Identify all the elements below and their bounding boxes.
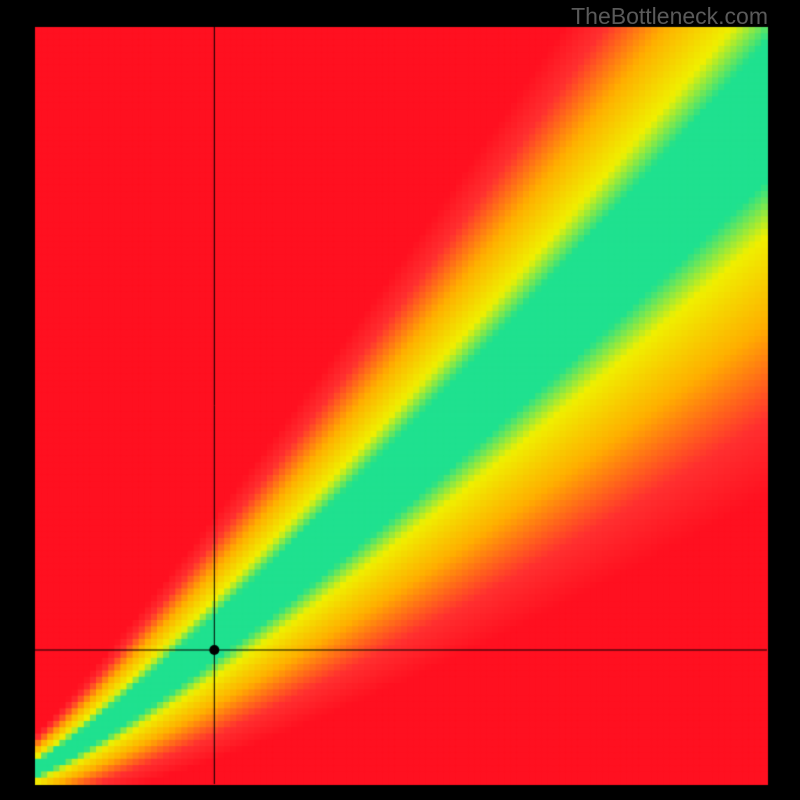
watermark-text: TheBottleneck.com [571, 3, 768, 30]
bottleneck-heatmap [0, 0, 800, 800]
chart-container: TheBottleneck.com [0, 0, 800, 800]
